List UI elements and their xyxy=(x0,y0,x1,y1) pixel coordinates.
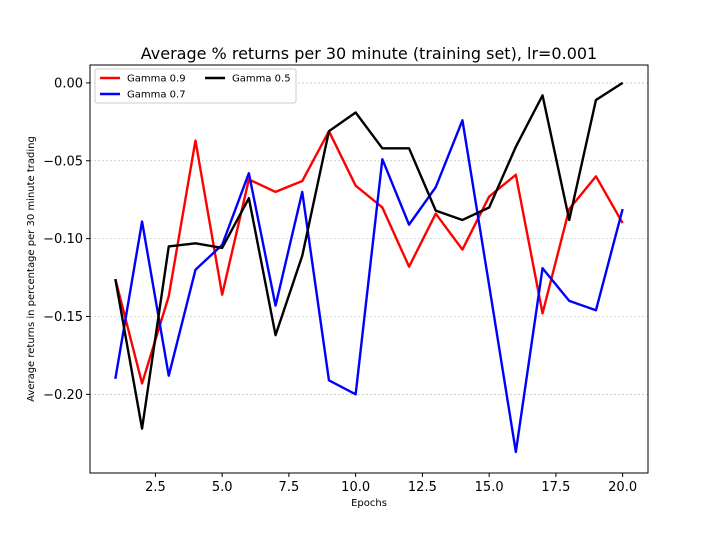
x-tick-label: 2.5 xyxy=(145,480,166,495)
legend-box xyxy=(94,68,297,104)
y-tick-label: −0.20 xyxy=(43,388,83,403)
legend-label: Gamma 0.5 xyxy=(232,74,291,85)
y-axis-label: Average returns in percentage per 30 min… xyxy=(26,136,37,402)
legend: Gamma 0.9 Gamma 0.7 Gamma 0.5 xyxy=(94,68,297,104)
series-lines xyxy=(114,81,624,454)
x-axis-ticks: 2.5 5.0 7.5 10.0 12.5 15.0 17.5 20.0 xyxy=(145,473,637,495)
legend-label: Gamma 0.7 xyxy=(127,90,186,101)
legend-label: Gamma 0.9 xyxy=(127,74,186,85)
plot-area-frame xyxy=(89,64,649,474)
y-tick-label: −0.10 xyxy=(43,232,83,247)
y-tick-label: −0.05 xyxy=(43,154,83,169)
y-tick-label: 0.00 xyxy=(54,76,83,91)
chart-title: Average % returns per 30 minute (trainin… xyxy=(141,44,597,63)
x-tick-label: 12.5 xyxy=(408,480,437,495)
series-line-gamma-0-5 xyxy=(114,81,624,430)
series-line-gamma-0-7 xyxy=(114,119,624,454)
x-tick-label: 20.0 xyxy=(608,480,637,495)
y-axis-ticks: 0.00 −0.05 −0.10 −0.15 −0.20 xyxy=(43,76,90,403)
x-tick-label: 5.0 xyxy=(212,480,233,495)
x-tick-label: 7.5 xyxy=(279,480,300,495)
x-tick-label: 10.0 xyxy=(341,480,370,495)
x-axis-label: Epochs xyxy=(351,498,387,509)
x-tick-label: 15.0 xyxy=(475,480,504,495)
x-tick-label: 17.5 xyxy=(541,480,570,495)
y-tick-label: −0.15 xyxy=(43,310,83,325)
series-line-gamma-0-9 xyxy=(114,129,624,385)
